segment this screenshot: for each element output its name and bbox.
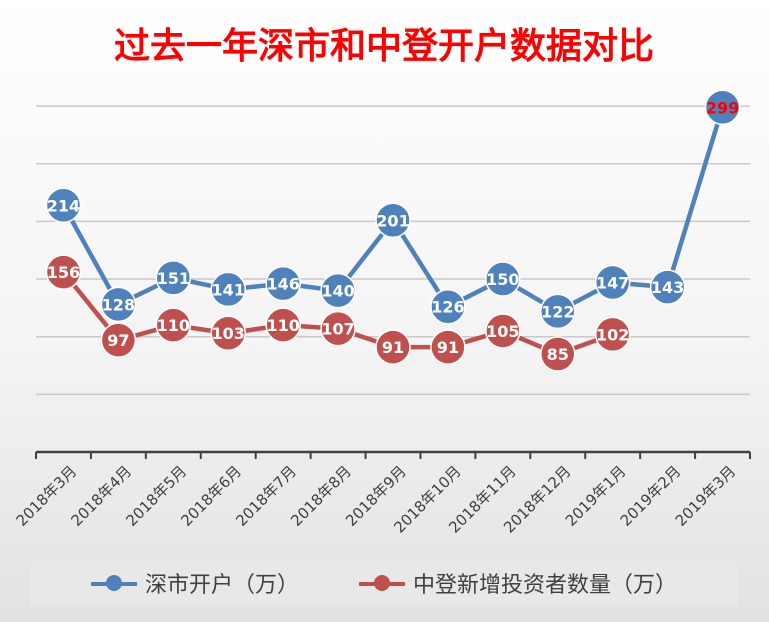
x-axis: 2018年3月2018年4月2018年5月2018年6月2018年7月2018年…	[13, 450, 751, 537]
data-point	[430, 288, 466, 325]
series-layer: 214 128 151 141 146 140 201 126 150 122 147 143 299 1…	[45, 89, 741, 372]
data-label: 110	[266, 316, 299, 335]
data-label: 156	[47, 263, 80, 282]
legend-swatch-zhongdeng	[359, 573, 405, 593]
data-label: 91	[382, 338, 404, 357]
data-label: 97	[107, 331, 129, 350]
data-point	[100, 286, 137, 323]
grid-lines	[36, 105, 750, 396]
legend-item-zhongdeng: 中登新增投资者数量（万）	[359, 567, 677, 599]
data-label: 103	[212, 324, 245, 343]
data-label: 147	[596, 274, 629, 293]
data-point	[430, 329, 466, 365]
data-label: 107	[321, 320, 354, 339]
data-point	[210, 271, 246, 308]
legend-label-zhongdeng: 中登新增投资者数量（万）	[413, 573, 678, 598]
data-label: 151	[157, 269, 190, 288]
data-label: 140	[321, 282, 354, 301]
data-label: 122	[541, 302, 574, 321]
data-label: 126	[431, 298, 464, 317]
data-point	[100, 322, 137, 358]
data-label: 102	[596, 325, 629, 344]
legend-swatch-shenshi	[90, 573, 137, 593]
data-point	[155, 307, 192, 343]
data-label: 110	[157, 316, 190, 335]
data-point	[540, 336, 576, 372]
data-point	[320, 272, 356, 309]
data-point	[485, 261, 521, 297]
data-label: 141	[212, 280, 245, 299]
data-point	[540, 293, 576, 330]
legend: 深市开户（万） 中登新增投资者数量（万）	[30, 561, 738, 605]
data-point	[45, 254, 82, 290]
data-label: 214	[47, 196, 80, 215]
data-label: 299	[706, 98, 739, 117]
series-1: 156 97 110 103 110 107 91 91 105 85 102	[45, 254, 631, 372]
data-point	[45, 187, 82, 224]
data-point	[320, 310, 356, 347]
data-label: 85	[547, 345, 569, 364]
series-0: 214 128 151 141 146 140 201 126 150 122 147 143 299	[45, 89, 741, 330]
data-point	[265, 265, 301, 302]
legend-label-shenshi: 深市开户（万）	[144, 573, 299, 598]
data-point	[375, 202, 411, 239]
data-point	[375, 329, 411, 365]
data-point	[210, 315, 246, 351]
data-point	[594, 316, 631, 353]
data-point	[594, 264, 631, 301]
data-label: 91	[437, 338, 459, 357]
data-label: 105	[486, 322, 519, 341]
data-point	[155, 260, 192, 296]
data-label: 146	[266, 275, 299, 294]
data-label: 128	[102, 295, 135, 314]
data-point	[704, 89, 741, 126]
data-point	[265, 307, 301, 343]
data-point	[485, 313, 521, 349]
data-point	[649, 269, 686, 305]
chart-title: 过去一年深市和中登开户数据对比	[114, 26, 654, 67]
legend-item-shenshi: 深市开户（万）	[90, 567, 299, 599]
data-label: 201	[376, 211, 409, 230]
data-label: 150	[486, 270, 519, 289]
data-label: 143	[651, 278, 684, 297]
line-chart: 过去一年深市和中登开户数据对比 2018年3月2018年4月2018年5月201…	[13, 26, 751, 537]
